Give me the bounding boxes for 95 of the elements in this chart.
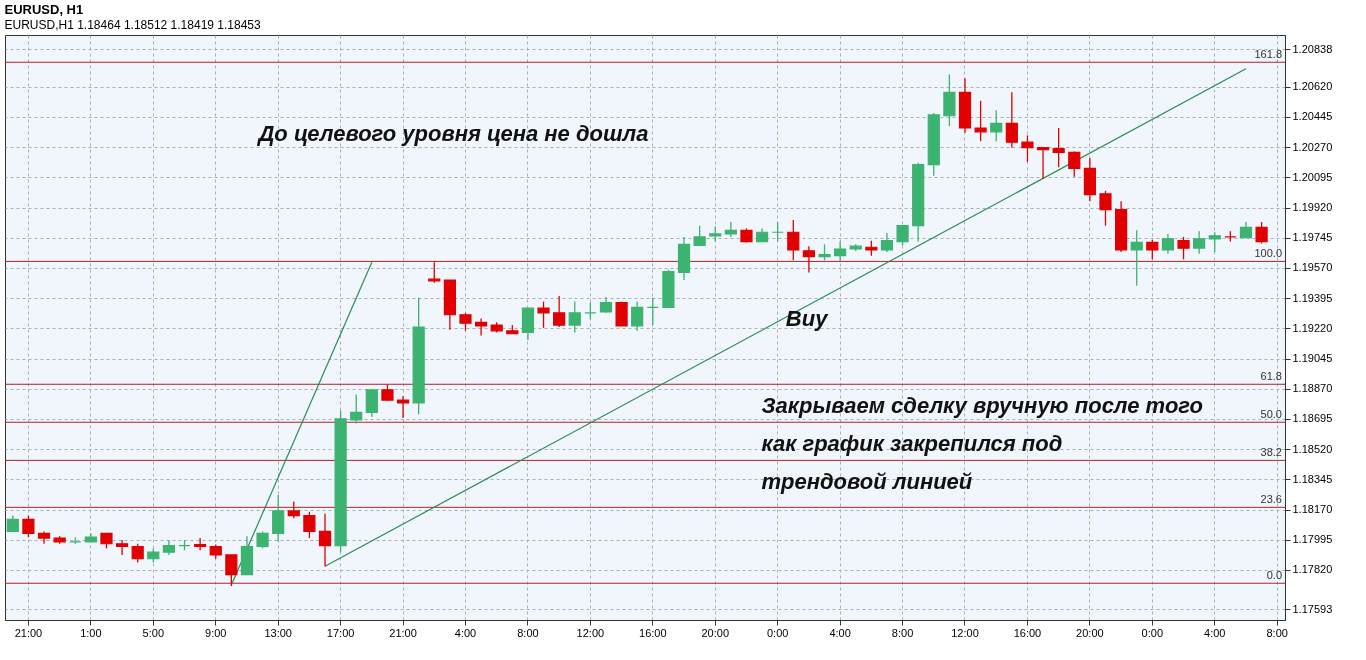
y-tick-label: 1.17995	[1292, 533, 1333, 546]
annotation: 50.0	[1260, 408, 1282, 421]
y-tick-label: 1.20095	[1292, 170, 1333, 183]
candlestick	[724, 221, 737, 238]
candlestick	[318, 513, 332, 567]
candlestick	[115, 539, 129, 556]
candlestick	[1177, 236, 1190, 260]
candlestick	[1005, 91, 1018, 149]
x-tick-label: 13:00	[264, 626, 292, 639]
candlestick	[990, 109, 1003, 142]
y-tick-label: 1.17593	[1292, 602, 1333, 615]
chart-subtitle: EURUSD,H1 1.18464 1.18512 1.18419 1.18453	[4, 18, 262, 32]
candlestick	[880, 232, 894, 253]
y-tick-label: 1.18695	[1292, 412, 1333, 425]
x-tick-label: 4:00	[829, 626, 851, 639]
x-tick-label: 5:00	[142, 626, 164, 639]
annotation: 38.2	[1260, 446, 1282, 459]
annotation: 23.6	[1260, 493, 1282, 506]
y-tick-label: 1.18520	[1292, 442, 1333, 455]
x-tick-label: 0:00	[766, 626, 789, 639]
x-tick-label: 12:00	[576, 626, 605, 639]
x-tick-label: 20:00	[701, 626, 730, 639]
x-tick-label: 8:00	[1266, 626, 1288, 639]
candlestick	[537, 300, 550, 329]
x-tick-label: 17:00	[326, 626, 355, 639]
x-tick-label: 8:00	[891, 626, 914, 639]
x-tick-label: 4:00	[1204, 626, 1226, 639]
annotation: Buy	[785, 305, 830, 331]
annotation: До целевого уровня цена не дошла	[256, 121, 649, 147]
candlestick	[802, 245, 815, 274]
x-tick-label: 9:00	[205, 626, 227, 639]
candlestick	[896, 225, 909, 247]
candlestick	[615, 300, 628, 327]
y-tick-label: 1.19045	[1292, 352, 1333, 365]
candlestick	[350, 393, 363, 425]
y-tick-label: 1.20838	[1292, 42, 1333, 55]
candlestick	[1036, 147, 1050, 180]
candlestick	[1052, 127, 1065, 169]
candlestick	[1068, 150, 1081, 178]
chart-title: EURUSD, H1	[4, 2, 84, 17]
candlestick	[1130, 229, 1143, 287]
y-tick-label: 1.20445	[1292, 110, 1333, 123]
annotation: 100.0	[1254, 247, 1282, 260]
x-tick-label: 12:00	[951, 626, 979, 639]
y-tick-label: 1.18170	[1292, 503, 1333, 516]
candlestick	[225, 554, 238, 587]
candlestick	[834, 240, 847, 262]
y-tick-label: 1.18345	[1292, 472, 1333, 485]
x-tick-label: 16:00	[639, 626, 667, 639]
candlestick	[631, 300, 644, 332]
x-tick-label: 1:00	[80, 626, 102, 639]
candlestick	[553, 295, 566, 328]
y-tick-label: 1.19395	[1292, 291, 1333, 304]
candlestick	[974, 100, 987, 142]
y-tick-label: 1.18870	[1292, 382, 1333, 395]
candlestick	[943, 73, 956, 127]
y-tick-label: 1.17820	[1292, 563, 1333, 576]
candlestick	[1146, 239, 1159, 260]
candlestick	[396, 395, 410, 419]
annotation: 161.8	[1254, 48, 1282, 61]
annotation: 61.8	[1260, 370, 1282, 383]
y-tick-label: 1.19220	[1292, 321, 1333, 334]
x-tick-label: 20:00	[1076, 626, 1104, 639]
candlestick	[1099, 190, 1112, 227]
candlestick	[428, 261, 441, 284]
candlestick	[1208, 231, 1221, 253]
candlestick	[1161, 233, 1175, 255]
y-tick-label: 1.19570	[1292, 261, 1333, 274]
candlestick	[22, 514, 35, 538]
y-tick-label: 1.20620	[1292, 80, 1333, 93]
candlestick	[646, 297, 659, 326]
candlestick	[1255, 221, 1268, 245]
y-tick-label: 1.20270	[1292, 140, 1333, 153]
x-tick-label: 21:00	[389, 626, 417, 639]
annotation: 0.0	[1266, 569, 1282, 582]
x-tick-label: 4:00	[454, 626, 477, 639]
x-tick-label: 8:00	[517, 626, 539, 639]
candlestick	[787, 219, 800, 262]
candlestick	[194, 537, 207, 551]
candlestick	[1021, 134, 1034, 163]
x-tick-label: 16:00	[1013, 626, 1042, 639]
candlestick	[771, 221, 784, 243]
candlestick	[568, 300, 581, 334]
candlestick	[365, 389, 378, 418]
candlestick	[693, 225, 706, 247]
candlestick	[1193, 230, 1206, 255]
x-tick-label: 21:00	[14, 626, 43, 639]
y-tick-label: 1.19745	[1292, 231, 1333, 244]
x-tick-label: 0:00	[1141, 626, 1164, 639]
candlestick	[131, 543, 144, 564]
annotation: Закрываем сделку вручную после того как график закрепился под трендовой линией	[761, 392, 1203, 494]
candlestick	[272, 494, 285, 543]
candlestick	[475, 317, 488, 337]
candlestick	[303, 511, 316, 539]
y-tick-label: 1.19920	[1292, 201, 1333, 214]
